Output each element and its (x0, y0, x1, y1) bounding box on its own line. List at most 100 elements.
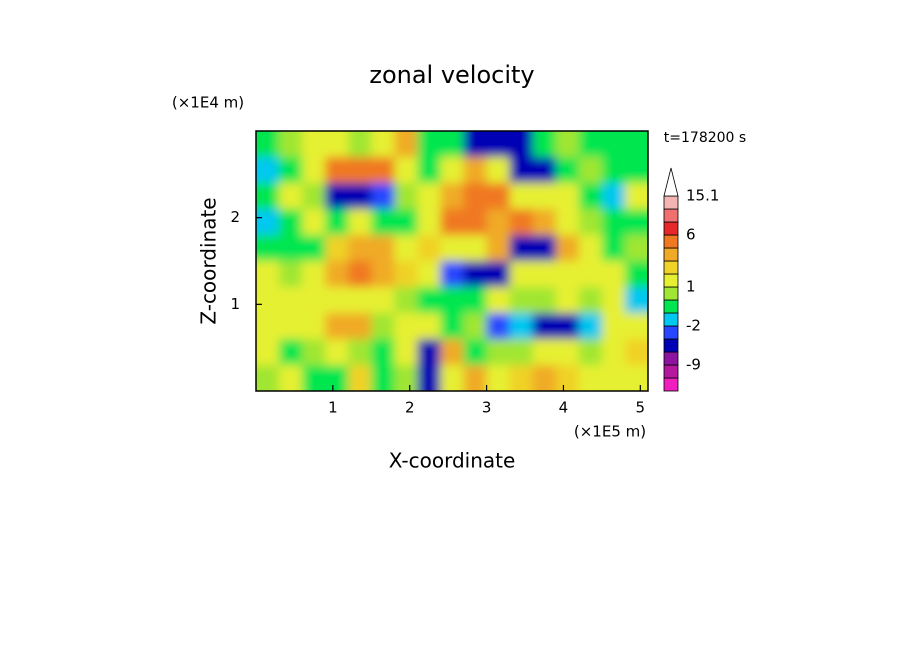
field-cell (256, 339, 280, 366)
field-cell (394, 235, 418, 262)
field-cell (371, 183, 395, 210)
y-tick-label: 1 (230, 295, 240, 313)
field-cell (578, 261, 603, 288)
x-tick-label: 4 (559, 399, 569, 417)
field-cell (325, 131, 349, 158)
field-cell (555, 365, 580, 391)
field-cell (417, 365, 441, 391)
field-cell (302, 261, 326, 288)
field-cell (371, 365, 395, 391)
field-cell (578, 131, 603, 158)
field-cell (371, 131, 395, 158)
field-cell (463, 261, 488, 288)
field-cell (348, 313, 372, 340)
field-cell (417, 235, 441, 262)
field-cell (440, 131, 465, 158)
field-cell (302, 183, 326, 210)
field-cell (555, 157, 580, 184)
field-cell (463, 313, 488, 340)
field-cell (371, 339, 395, 366)
field-cell (486, 183, 511, 210)
colorbar-swatch (663, 195, 679, 210)
field-cell (302, 339, 326, 366)
x-unit: (×1E5 m) (574, 423, 646, 441)
field-cell (532, 183, 557, 210)
field-cell (486, 157, 511, 184)
field-cell (509, 131, 534, 158)
field-cell (509, 183, 534, 210)
field-cell (486, 261, 511, 288)
field-cell (463, 157, 488, 184)
field-cell (601, 209, 626, 236)
field-cell (256, 183, 280, 210)
field-cell (279, 235, 303, 262)
colorbar-swatch (663, 377, 679, 392)
field-cell (463, 235, 488, 262)
field-cell (601, 183, 626, 210)
field-cell (371, 209, 395, 236)
field-cell (463, 365, 488, 391)
field-cell (509, 287, 534, 314)
field-cell (601, 339, 626, 366)
colorbar-tick-label: 15.1 (686, 187, 719, 205)
field-cell (371, 157, 395, 184)
field-cell (440, 313, 465, 340)
field-cell (509, 365, 534, 391)
field-cell (348, 131, 372, 158)
field-cell (302, 313, 326, 340)
field-cell (394, 261, 418, 288)
x-axis-title: X-coordinate (389, 449, 516, 473)
colorbar-swatch (663, 364, 679, 379)
field-cell (463, 339, 488, 366)
chart-title: zonal velocity (369, 61, 534, 89)
field-cell (256, 287, 280, 314)
field-cell (555, 183, 580, 210)
field-cell (348, 261, 372, 288)
field-cell (279, 313, 303, 340)
field-cell (394, 131, 418, 158)
field-cell (440, 235, 465, 262)
field-cell (601, 287, 626, 314)
colorbar-swatch (663, 299, 679, 314)
field-cell (279, 209, 303, 236)
field-cell (532, 365, 557, 391)
field-cell (555, 339, 580, 366)
field-cell (256, 313, 280, 340)
field-cell (486, 131, 511, 158)
field-cell (486, 339, 511, 366)
field-cell (394, 157, 418, 184)
colorbar-swatch (663, 286, 679, 301)
field-cell (325, 339, 349, 366)
field-cell (624, 157, 648, 184)
colorbar-swatch (663, 247, 679, 262)
field-cell (256, 131, 280, 158)
field-cell (624, 209, 648, 236)
colorbar-swatch (663, 325, 679, 340)
field-cell (463, 131, 488, 158)
field-cell (348, 209, 372, 236)
field-cell (394, 365, 418, 391)
field-cell (279, 365, 303, 391)
field-cell (371, 235, 395, 262)
field-cell (624, 183, 648, 210)
field-cell (348, 339, 372, 366)
field-cell (325, 365, 349, 391)
colorbar-swatch (663, 260, 679, 275)
field-cell (555, 209, 580, 236)
field-cell (578, 209, 603, 236)
field-cell (417, 157, 441, 184)
field-cell (555, 131, 580, 158)
field-cell (371, 313, 395, 340)
x-tick-label: 5 (636, 399, 646, 417)
field-cell (578, 183, 603, 210)
colorbar-swatch (663, 338, 679, 353)
field-cell (302, 365, 326, 391)
field-cell (348, 235, 372, 262)
field-cell (578, 365, 603, 391)
field-cell (279, 157, 303, 184)
colorbar-tick-label: 6 (686, 226, 696, 244)
field-cell (417, 313, 441, 340)
field-cell (256, 209, 280, 236)
